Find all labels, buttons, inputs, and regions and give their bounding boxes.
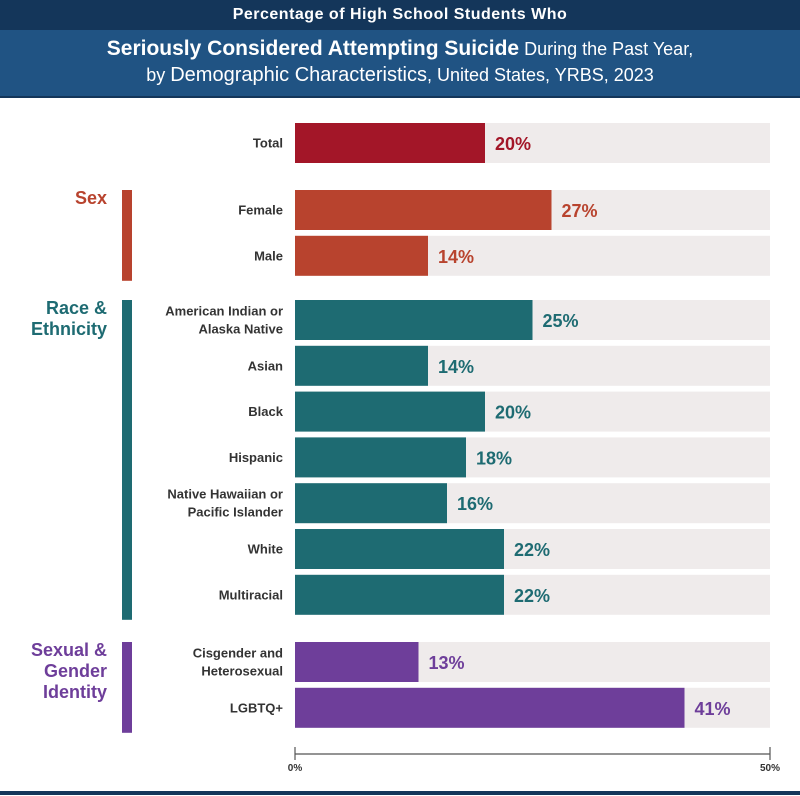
group-label: Gender [44, 661, 107, 681]
title-rest: During the Past Year, [519, 39, 694, 59]
data-label: 13% [429, 653, 465, 673]
group-label: Identity [43, 682, 107, 702]
bar [295, 574, 504, 615]
data-label: 25% [543, 311, 579, 331]
category-label: LGBTQ+ [230, 700, 283, 715]
chart-title: Seriously Considered Attempting Suicide … [0, 30, 800, 96]
group-bracket [122, 190, 132, 281]
bar [295, 190, 552, 230]
data-label: 22% [514, 540, 550, 560]
bottom-rule [0, 791, 800, 795]
category-label: Male [254, 248, 283, 263]
data-label: 20% [495, 134, 531, 154]
category-label: Black [248, 404, 283, 419]
data-label: 14% [438, 357, 474, 377]
group-label: Sex [75, 188, 107, 208]
bar [295, 437, 466, 478]
data-label: 14% [438, 247, 474, 267]
bar [295, 391, 485, 432]
category-label: Asian [248, 358, 283, 373]
bar [295, 123, 485, 163]
title-line-1: Seriously Considered Attempting Suicide … [0, 37, 800, 61]
category-label: Cisgender and [193, 646, 283, 661]
x-tick-label: 50% [760, 763, 780, 774]
header-top-line: Percentage of High School Students Who [0, 0, 800, 30]
category-label: Female [238, 203, 283, 218]
bar [295, 235, 428, 276]
header-top-text: Percentage of High School Students Who [232, 6, 568, 23]
category-label: Hispanic [229, 450, 283, 465]
group-label: Sexual & [31, 640, 107, 660]
group-label: Ethnicity [31, 319, 107, 339]
data-label: 41% [695, 699, 731, 719]
category-label: Total [253, 136, 283, 151]
data-label: 20% [495, 403, 531, 423]
x-tick-label: 0% [288, 763, 303, 774]
data-label: 22% [514, 586, 550, 606]
bar [295, 529, 504, 569]
bar [295, 483, 447, 524]
data-label: 18% [476, 448, 512, 468]
category-label: Heterosexual [201, 664, 283, 679]
group-bracket [122, 300, 132, 620]
category-label: Pacific Islander [188, 505, 283, 520]
category-label: Native Hawaiian or [167, 487, 283, 502]
bar [295, 300, 533, 340]
title2-emphasis: Demographic Characteristics [170, 64, 427, 86]
group-label: Race & [46, 298, 107, 318]
group-bracket [122, 642, 132, 733]
title-line-2: by Demographic Characteristics, United S… [0, 64, 800, 87]
bar [295, 345, 428, 386]
title2-rest: , United States, YRBS, 2023 [426, 65, 654, 85]
bar [295, 687, 685, 728]
data-label: 16% [457, 494, 493, 514]
bar [295, 642, 419, 682]
data-label: 27% [562, 201, 598, 221]
title-emphasis: Seriously Considered Attempting Suicide [106, 37, 520, 60]
category-label: Alaska Native [198, 322, 283, 337]
category-label: White [248, 542, 283, 557]
category-label: Multiracial [219, 587, 283, 602]
category-label: American Indian or [165, 304, 283, 319]
header-divider [0, 96, 800, 98]
title2-prefix: by [146, 65, 171, 85]
